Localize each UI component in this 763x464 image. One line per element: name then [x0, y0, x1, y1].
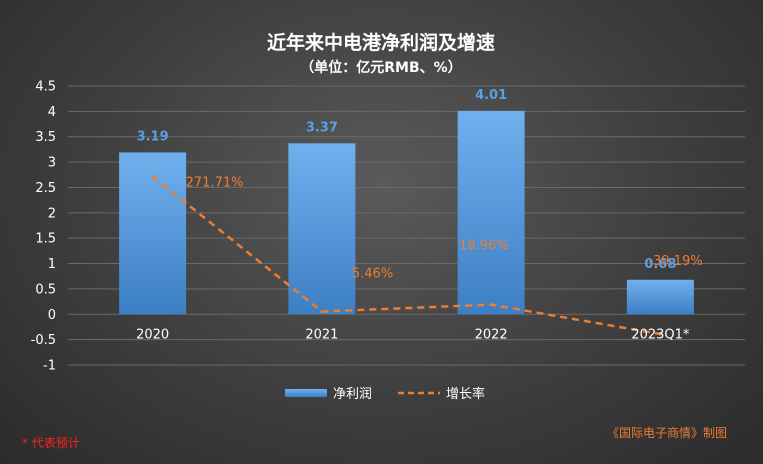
bar	[626, 279, 694, 315]
legend: 净利润 增长率	[285, 386, 485, 402]
legend-label-growth-rate: 增长率	[446, 386, 485, 402]
y-tick-label: 0	[48, 308, 56, 323]
bar-value-label: 3.19	[137, 129, 169, 144]
bar	[457, 110, 525, 315]
bar	[288, 143, 356, 315]
y-tick-label: 3	[48, 156, 56, 171]
x-category-label: 2022	[475, 327, 508, 342]
chart-subtitle: （单位：亿元RMB、%）	[300, 59, 461, 76]
y-axis-ticks: 4.5 4 3.5 3 2.5 2 1.5 1 0.5 0 -0.5 -1	[31, 80, 56, 374]
growth-rate-line	[151, 175, 661, 336]
y-tick-label: 4	[48, 105, 56, 120]
growth-rate-point	[489, 303, 493, 307]
y-tick-label: 1.5	[35, 232, 56, 247]
legend-swatch-net-profit	[285, 389, 327, 397]
x-category-label: 2023Q1*	[631, 327, 690, 342]
bar-value-label: 4.01	[475, 88, 507, 103]
line-series	[151, 174, 662, 336]
x-category-label: 2021	[305, 327, 338, 342]
growth-rate-label: -39.19%	[648, 254, 702, 269]
y-tick-label: 0.5	[35, 282, 56, 297]
x-category-label: 2020	[136, 327, 169, 342]
data-labels: 3.19 3.37 4.01 0.68 271.71% 5.46% 18.96% -39.19…	[137, 88, 703, 282]
x-axis-categories: 2020 2021 2022 2023Q1*	[136, 327, 690, 342]
footnote: * 代表预计	[22, 436, 80, 450]
growth-rate-point	[151, 174, 155, 178]
growth-rate-label: 271.71%	[186, 175, 244, 190]
y-tick-label: 2	[48, 206, 56, 221]
y-tick-label: 1	[48, 257, 56, 272]
y-tick-label: 4.5	[35, 80, 56, 95]
growth-rate-label: 18.96%	[459, 239, 509, 254]
bar-series	[119, 110, 694, 315]
y-tick-label: 2.5	[35, 181, 56, 196]
growth-rate-label: 5.46%	[352, 267, 393, 282]
bar-value-label: 0.68	[644, 257, 676, 272]
bar-value-label: 3.37	[306, 120, 338, 135]
source-note: 《国际电子商情》制图	[607, 425, 727, 440]
y-tick-label: -0.5	[31, 333, 56, 348]
growth-rate-point	[658, 332, 662, 336]
bar	[119, 152, 187, 315]
legend-label-net-profit: 净利润	[333, 387, 372, 402]
chart-title: 近年来中电港净利润及增速	[267, 31, 495, 54]
growth-rate-point	[320, 310, 324, 314]
y-tick-label: 3.5	[35, 130, 56, 145]
y-tick-label: -1	[43, 359, 56, 374]
